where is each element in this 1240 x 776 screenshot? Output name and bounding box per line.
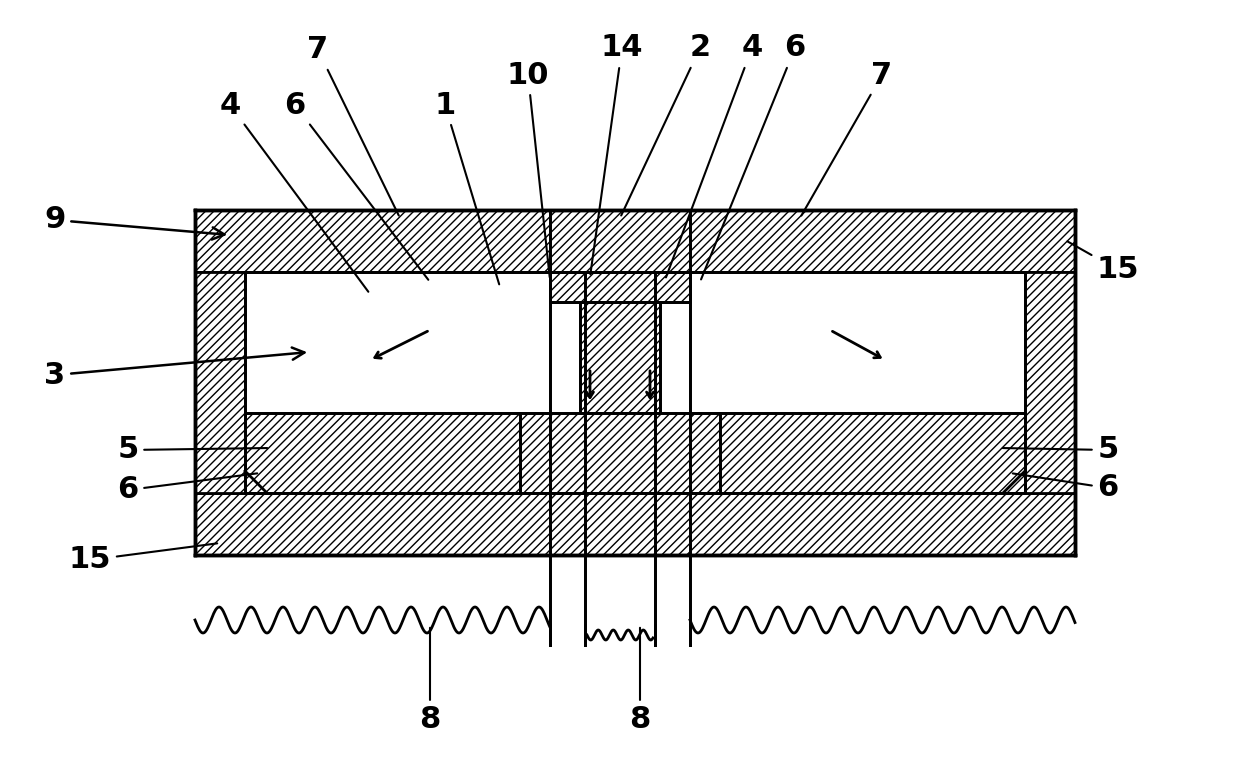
Text: 6: 6 [284, 91, 428, 280]
Bar [580, 302, 660, 413]
Text: 3: 3 [45, 348, 305, 390]
Text: 6: 6 [118, 473, 257, 504]
Text: 2: 2 [621, 33, 711, 216]
Text: 1: 1 [434, 91, 500, 284]
Text: 5: 5 [1003, 435, 1118, 465]
Bar [246, 413, 520, 493]
Bar [551, 272, 689, 302]
Text: 7: 7 [801, 61, 893, 216]
Text: 15: 15 [68, 543, 217, 574]
Text: 9: 9 [45, 206, 224, 240]
Bar [195, 493, 1075, 555]
Text: 4: 4 [666, 33, 763, 277]
Bar [720, 413, 1025, 493]
Bar [689, 272, 1025, 493]
Text: 8: 8 [419, 628, 440, 735]
Text: 6: 6 [701, 33, 806, 279]
Bar [1025, 272, 1075, 493]
Bar [246, 272, 551, 493]
Text: 8: 8 [630, 628, 651, 735]
Bar [660, 302, 689, 413]
Text: 5: 5 [118, 435, 268, 465]
Text: 14: 14 [590, 33, 644, 274]
Text: 4: 4 [219, 91, 368, 292]
Text: 15: 15 [1068, 241, 1140, 285]
Bar [195, 272, 246, 493]
Bar [195, 210, 1075, 272]
Text: 6: 6 [1013, 473, 1118, 503]
Bar [520, 413, 720, 493]
Bar [246, 272, 1025, 493]
Text: 7: 7 [308, 36, 399, 216]
Text: 10: 10 [507, 61, 549, 277]
Bar [551, 302, 580, 413]
